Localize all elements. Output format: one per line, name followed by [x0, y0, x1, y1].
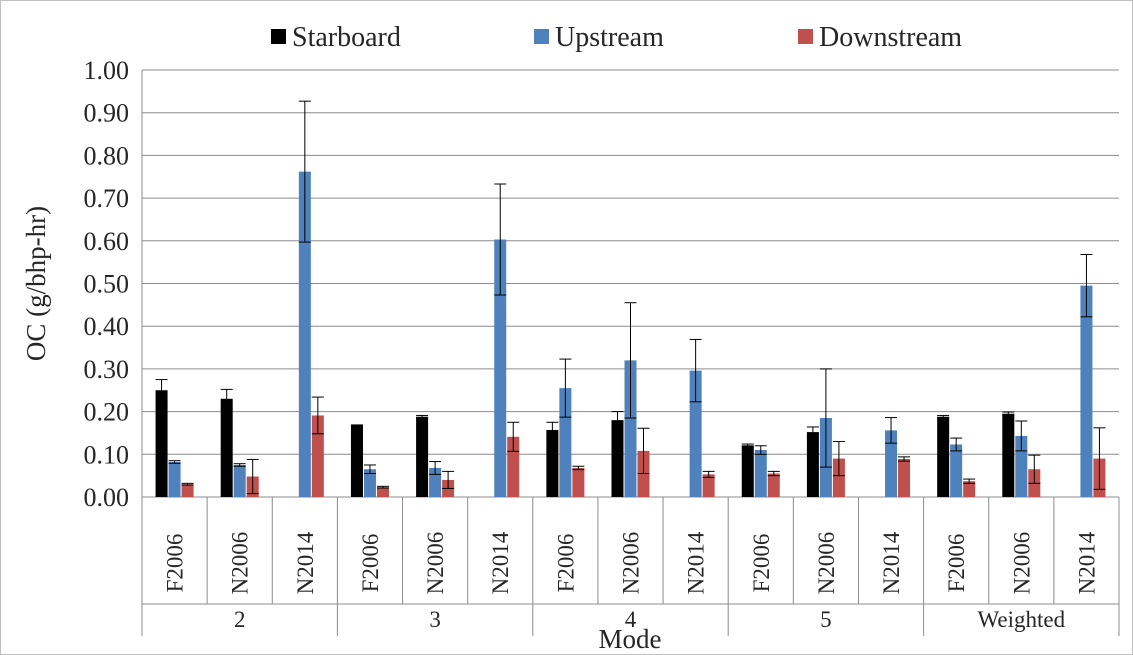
- bar-starboard: [741, 445, 754, 497]
- x-category-label: N2006: [1009, 532, 1034, 595]
- bar-starboard: [937, 416, 950, 497]
- x-category-label: F2006: [358, 534, 383, 593]
- x-category-label: N2006: [814, 532, 839, 595]
- bar-upstream: [233, 464, 246, 497]
- bar-downstream: [311, 415, 324, 497]
- bar-downstream: [572, 467, 585, 497]
- bar-downstream: [376, 487, 389, 497]
- y-tick-label: 0.90: [84, 99, 130, 128]
- bar-upstream: [559, 388, 572, 497]
- x-category-label: N2014: [488, 531, 513, 594]
- bar-starboard: [806, 432, 819, 497]
- bar-downstream: [898, 458, 911, 497]
- legend-label-downstream: Downstream: [819, 22, 962, 53]
- y-tick-label: 0.40: [84, 312, 130, 341]
- bar-downstream: [181, 484, 194, 497]
- x-category-label: N2014: [1074, 531, 1099, 594]
- bar-downstream: [832, 458, 845, 497]
- y-tick-label: 0.60: [84, 227, 130, 256]
- x-group-label: 2: [234, 607, 246, 632]
- x-category-label: F2006: [163, 534, 188, 593]
- x-axis-title: Mode: [599, 624, 662, 654]
- bar-starboard: [546, 429, 559, 497]
- bar-upstream: [168, 461, 181, 497]
- bar-downstream: [767, 473, 780, 497]
- legend-label-starboard: Starboard: [292, 22, 401, 53]
- bar-downstream: [702, 474, 715, 497]
- x-category-label: N2006: [619, 532, 644, 595]
- y-axis-title: OC (g/bhp-hr): [21, 206, 51, 361]
- bar-downstream: [963, 481, 976, 497]
- bar-upstream: [298, 171, 311, 497]
- y-tick-label: 1.00: [84, 56, 130, 85]
- x-group-label: 4: [625, 607, 637, 632]
- x-category-label: F2006: [553, 534, 578, 593]
- x-category-label: N2014: [293, 531, 318, 594]
- bar-upstream: [429, 467, 442, 497]
- bar-downstream: [507, 436, 520, 497]
- y-tick-label: 0.80: [84, 141, 130, 170]
- bar-starboard: [350, 424, 363, 497]
- y-tick-label: 0.50: [84, 270, 130, 299]
- bar-upstream: [494, 239, 507, 498]
- x-group-label: 3: [429, 607, 441, 632]
- legend-swatch-starboard: [271, 29, 286, 44]
- bar-starboard: [611, 420, 624, 497]
- y-tick-label: 0.20: [84, 398, 130, 427]
- x-category-label: N2014: [684, 531, 709, 594]
- bar-upstream: [1080, 285, 1093, 497]
- x-category-label: F2006: [944, 534, 969, 593]
- x-group-label: 5: [820, 607, 832, 632]
- x-group-label: Weighted: [978, 607, 1066, 632]
- bar-starboard: [220, 398, 233, 497]
- bar-upstream: [624, 360, 637, 497]
- legend-label-upstream: Upstream: [555, 22, 664, 53]
- y-tick-label: 0.70: [84, 184, 130, 213]
- y-tick-label: 0.10: [84, 440, 130, 469]
- x-category-label: N2006: [423, 532, 448, 595]
- x-category-label: F2006: [749, 534, 774, 593]
- bar-upstream: [363, 469, 376, 497]
- x-category-label: N2006: [228, 532, 253, 595]
- bar-starboard: [416, 416, 429, 497]
- bar-starboard: [1002, 413, 1015, 497]
- bar-upstream: [754, 450, 767, 497]
- y-tick-label: 0.30: [84, 355, 130, 384]
- legend-swatch-upstream: [534, 29, 549, 44]
- bar-upstream: [950, 444, 963, 497]
- y-tick-label: 0.00: [84, 483, 130, 512]
- bar-upstream: [885, 430, 898, 497]
- legend-swatch-downstream: [798, 29, 813, 44]
- x-category-label: N2014: [879, 531, 904, 594]
- bar-starboard: [155, 390, 168, 497]
